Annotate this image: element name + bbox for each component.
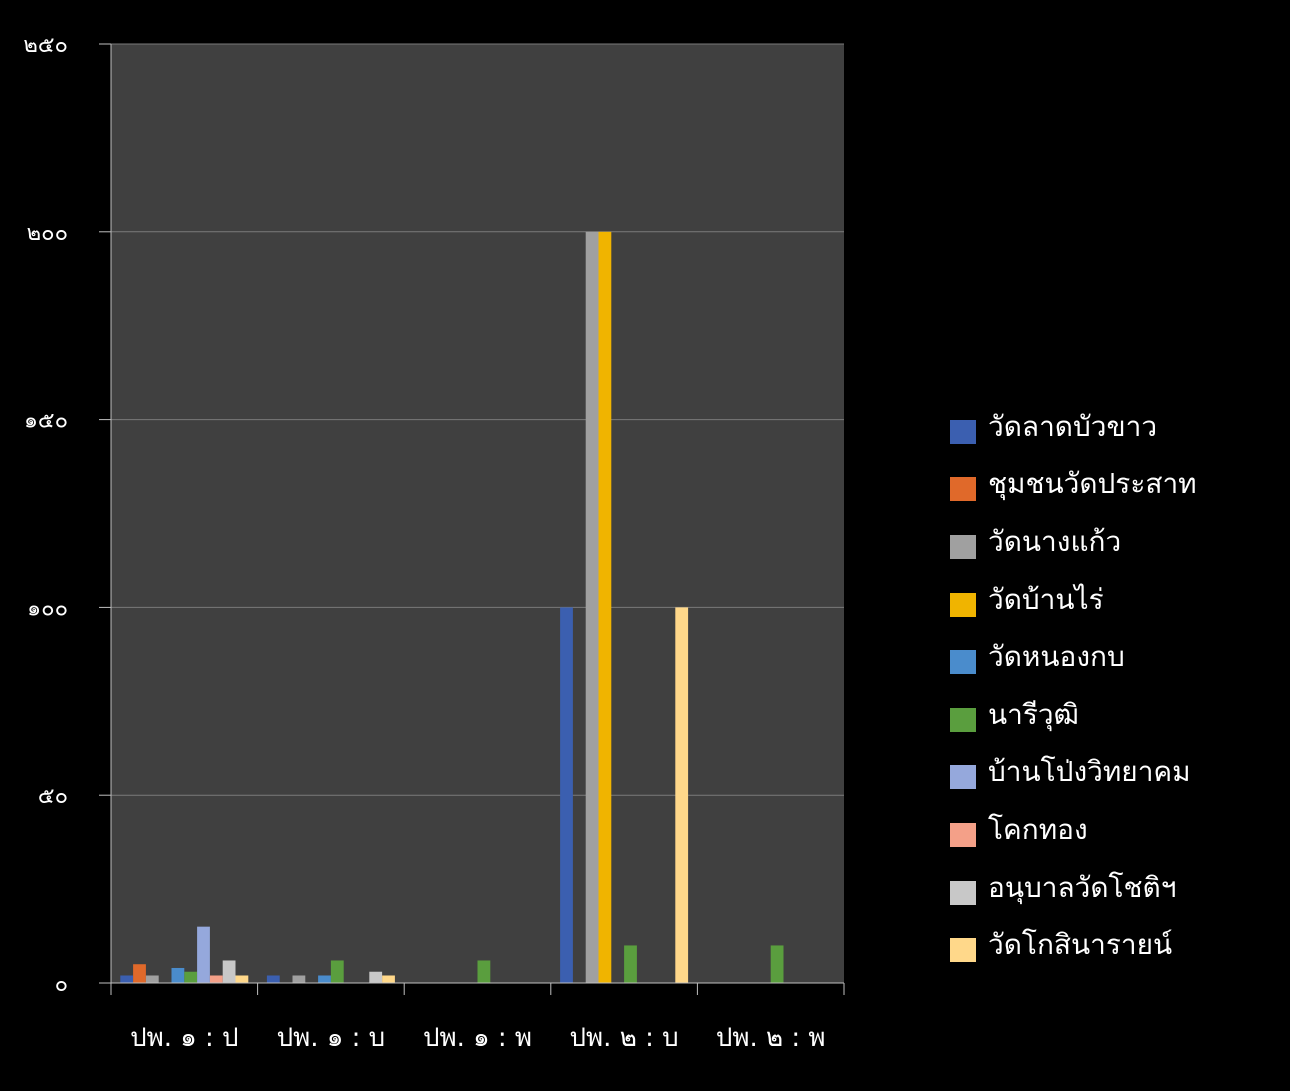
legend-label: วัดลาดบัวขาว bbox=[988, 409, 1158, 443]
bar bbox=[133, 964, 146, 983]
legend-item: บ้านโป่งวิทยาคม bbox=[950, 744, 1197, 802]
bar bbox=[560, 607, 573, 983]
bar bbox=[770, 945, 784, 983]
legend-swatch bbox=[950, 419, 976, 444]
bar bbox=[292, 975, 306, 983]
bar bbox=[197, 926, 210, 983]
legend-swatch bbox=[950, 707, 976, 732]
y-tick-label: ๑๕๐ bbox=[24, 409, 68, 434]
bar bbox=[598, 231, 612, 984]
legend-swatch bbox=[950, 938, 976, 963]
legend-swatch bbox=[950, 765, 976, 790]
x-category-label: ปพ. ๑ : บ bbox=[277, 1023, 385, 1053]
y-tick-label: ๒๕๐ bbox=[23, 33, 68, 58]
plot-area bbox=[111, 44, 844, 983]
legend-item: วัดลาดบัวขาว bbox=[950, 398, 1197, 456]
legend-list: วัดลาดบัวขาวชุมชนวัดประสาทวัดนางแก้ววัดบ… bbox=[950, 398, 1197, 974]
legend-label: วัดนางแก้ว bbox=[988, 524, 1122, 558]
bar bbox=[585, 231, 599, 984]
x-category-label: ปพ. ๒ : พ bbox=[716, 1023, 826, 1053]
legend-label: วัดโกสินารายน์ bbox=[988, 928, 1173, 962]
bar bbox=[382, 975, 395, 983]
legend-label: โคกทอง bbox=[988, 812, 1088, 846]
legend-item: วัดหนองกบ bbox=[950, 628, 1197, 686]
y-tick-label: ๐ bbox=[55, 972, 68, 997]
bar bbox=[120, 975, 134, 983]
y-tick-label: ๕๐ bbox=[38, 784, 68, 809]
legend-label: อนุบาลวัดโชติฯ bbox=[988, 870, 1177, 904]
legend-swatch bbox=[950, 534, 976, 559]
legend-label: วัดหนองกบ bbox=[988, 640, 1125, 674]
y-tick-label: ๑๐๐ bbox=[27, 596, 68, 621]
bar bbox=[145, 975, 159, 983]
bar bbox=[369, 971, 383, 983]
x-category-label: ปพ. ๑ : พ bbox=[423, 1023, 532, 1053]
legend-swatch bbox=[950, 592, 976, 617]
axes bbox=[99, 43, 845, 995]
bar bbox=[477, 960, 491, 983]
bar bbox=[222, 960, 236, 983]
legend-item: ชุมชนวัดประสาท bbox=[950, 456, 1197, 514]
legend-swatch bbox=[950, 822, 976, 847]
x-axis-labels: ปพ. ๑ : ป ปพ. ๑ : บ ปพ. ๑ : พ ปพ. ๒ : บ ปพ. … bbox=[130, 1023, 826, 1053]
legend-swatch bbox=[950, 477, 976, 502]
bar bbox=[330, 960, 344, 983]
legend-item: โคกทอง bbox=[950, 801, 1197, 859]
bars bbox=[120, 231, 784, 984]
bar bbox=[624, 945, 637, 983]
y-tick-label: ๒๐๐ bbox=[27, 221, 68, 246]
legend-item: วัดบ้านไร่ bbox=[950, 571, 1197, 629]
legend-item: วัดนางแก้ว bbox=[950, 513, 1197, 571]
legend-label: บ้านโป่งวิทยาคม bbox=[988, 755, 1191, 789]
legend-label: วัดบ้านไร่ bbox=[988, 582, 1104, 616]
bar bbox=[184, 971, 198, 983]
legend-label: ชุมชนวัดประสาท bbox=[988, 467, 1197, 501]
x-category-label: ปพ. ๒ : บ bbox=[570, 1023, 679, 1053]
legend-item: วัดโกสินารายน์ bbox=[950, 916, 1197, 974]
bar bbox=[235, 975, 249, 983]
legend-swatch bbox=[950, 650, 976, 675]
bar bbox=[171, 967, 185, 983]
bar bbox=[318, 975, 331, 983]
x-category-label: ปพ. ๑ : ป bbox=[130, 1023, 238, 1053]
bar bbox=[675, 607, 689, 983]
bar bbox=[209, 975, 223, 983]
gridlines bbox=[111, 43, 844, 796]
legend-item: นารีวุฒิ bbox=[950, 686, 1197, 744]
legend-swatch bbox=[950, 880, 976, 905]
legend-item: อนุบาลวัดโชติฯ bbox=[950, 859, 1197, 917]
y-axis-labels: ๐ ๕๐ ๑๐๐ ๑๕๐ ๒๐๐ ๒๕๐ bbox=[23, 33, 68, 997]
legend-label: นารีวุฒิ bbox=[988, 697, 1079, 731]
bar bbox=[266, 975, 280, 983]
legend: วัดลาดบัวขาวชุมชนวัดประสาทวัดนางแก้ววัดบ… bbox=[950, 398, 1197, 974]
